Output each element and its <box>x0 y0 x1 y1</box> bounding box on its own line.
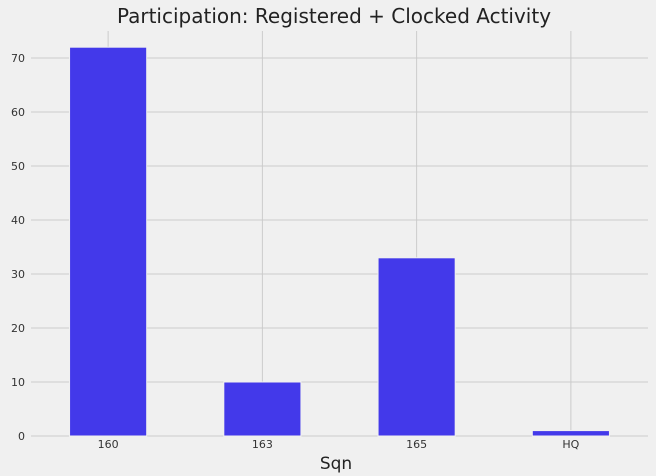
bar-layer <box>69 46 610 437</box>
y-tick-label: 20 <box>11 322 25 335</box>
bar-hq <box>531 430 610 437</box>
bar-160 <box>69 46 148 437</box>
x-axis-label: Sqn <box>320 454 352 474</box>
y-tick-label: 40 <box>11 214 25 227</box>
bar-165 <box>377 257 456 437</box>
x-tick-label: 163 <box>252 438 273 451</box>
y-tick-label: 60 <box>11 106 25 119</box>
chart-title: Participation: Registered + Clocked Acti… <box>117 4 551 28</box>
y-tick-label: 70 <box>11 52 25 65</box>
y-tick-label: 30 <box>11 268 25 281</box>
x-tick-label: 160 <box>98 438 119 451</box>
y-tick-label: 10 <box>11 376 25 389</box>
y-axis-ticks: 0 10 20 30 40 50 60 70 <box>11 52 25 443</box>
x-axis-ticks: 160 163 165 HQ <box>98 438 580 451</box>
bar-163 <box>223 381 302 437</box>
y-tick-label: 50 <box>11 160 25 173</box>
y-tick-label: 0 <box>18 430 25 443</box>
x-tick-label: 165 <box>406 438 427 451</box>
x-tick-label: HQ <box>562 438 579 451</box>
